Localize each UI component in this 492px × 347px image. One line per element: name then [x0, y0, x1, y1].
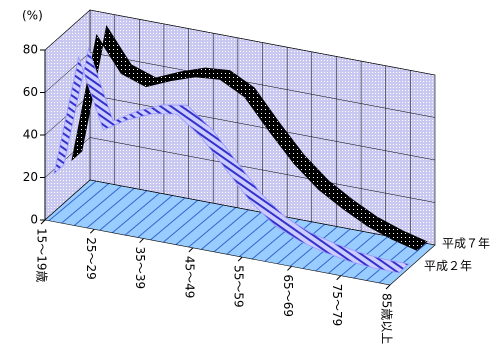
x-tick-label: 45～49 [182, 256, 196, 299]
x-tick-label: 35～39 [133, 247, 147, 290]
y-tick-label: 60 [23, 85, 38, 99]
x-tick-label: 15～19歳 [35, 228, 49, 283]
y-tick-label: 0 [30, 213, 38, 227]
x-tick [336, 275, 342, 281]
x-tick [40, 219, 46, 225]
x-tick-label: 25～29 [84, 237, 98, 280]
x-tick [89, 228, 95, 234]
ribbon [53, 46, 410, 274]
x-tick [237, 256, 243, 262]
x-tick [287, 266, 292, 271]
grid-line [44, 9, 436, 76]
legend-label: 平成７年 [442, 236, 490, 250]
x-tick [385, 284, 391, 290]
y-tick-label: 20 [23, 170, 38, 184]
x-tick-label: 65～69 [281, 274, 295, 317]
grid-line [44, 179, 436, 246]
x-tick-label: 55～59 [232, 265, 246, 308]
y-axis-label: (%) [22, 9, 43, 23]
x-tick-label: 85歳以上 [380, 293, 394, 344]
x-tick [139, 238, 144, 243]
legend-label: 平成２年 [424, 259, 472, 273]
y-tick-label: 80 [23, 43, 38, 57]
ribbon [71, 25, 428, 251]
x-tick-label: 75～79 [330, 284, 344, 327]
y-tick-label: 40 [23, 128, 38, 142]
x-tick [188, 247, 194, 253]
